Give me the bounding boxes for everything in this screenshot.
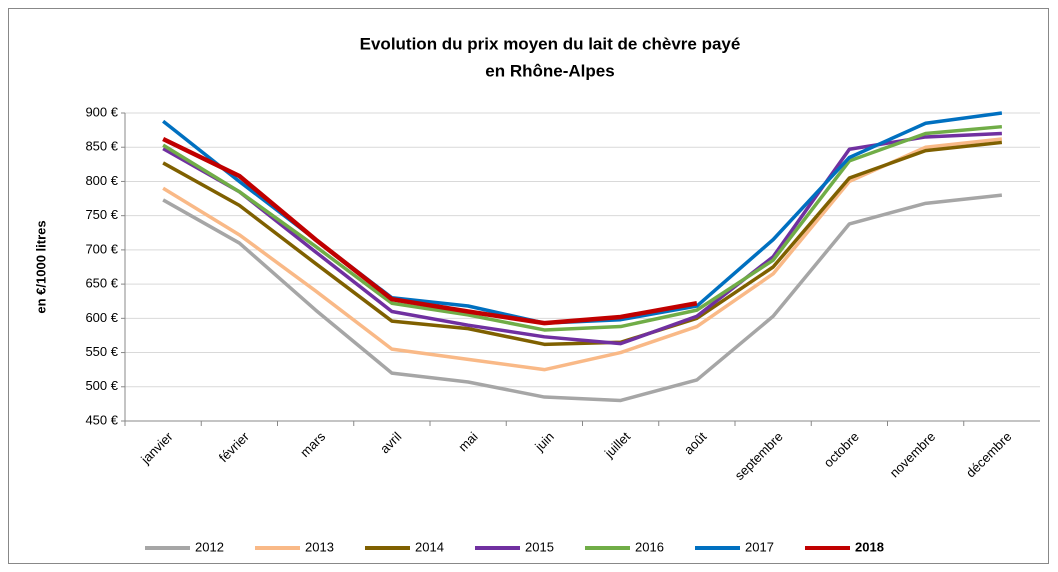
series-line: [162, 137, 1003, 372]
y-tick-label: 900 €: [85, 104, 118, 119]
chart-title: Evolution du prix moyen du lait de chèvr…: [360, 34, 741, 53]
chart-frame: [8, 8, 1049, 564]
legend-label: 2014: [415, 539, 444, 554]
series-line: [162, 193, 1003, 403]
legend-label: 2016: [635, 539, 664, 554]
y-tick-label: 850 €: [85, 139, 118, 154]
y-tick-label: 800 €: [85, 173, 118, 188]
legend-label: 2012: [195, 539, 224, 554]
y-tick-label: 500 €: [85, 378, 118, 393]
series-line: [162, 136, 698, 326]
y-tick-label: 550 €: [85, 344, 118, 359]
y-axis-label: en €/1000 litres: [33, 220, 48, 313]
legend-label: 2018: [855, 539, 884, 554]
y-tick-label: 750 €: [85, 207, 118, 222]
y-tick-label: 450 €: [85, 412, 118, 427]
chart-title: en Rhône-Alpes: [485, 61, 614, 80]
y-tick-label: 700 €: [85, 241, 118, 256]
series-line: [162, 140, 1003, 347]
legend-label: 2015: [525, 539, 554, 554]
legend-label: 2013: [305, 539, 334, 554]
y-tick-label: 650 €: [85, 276, 118, 291]
series-line: [162, 131, 1002, 346]
series-line: [162, 124, 1003, 332]
y-tick-label: 600 €: [85, 310, 118, 325]
legend-label: 2017: [745, 539, 774, 554]
